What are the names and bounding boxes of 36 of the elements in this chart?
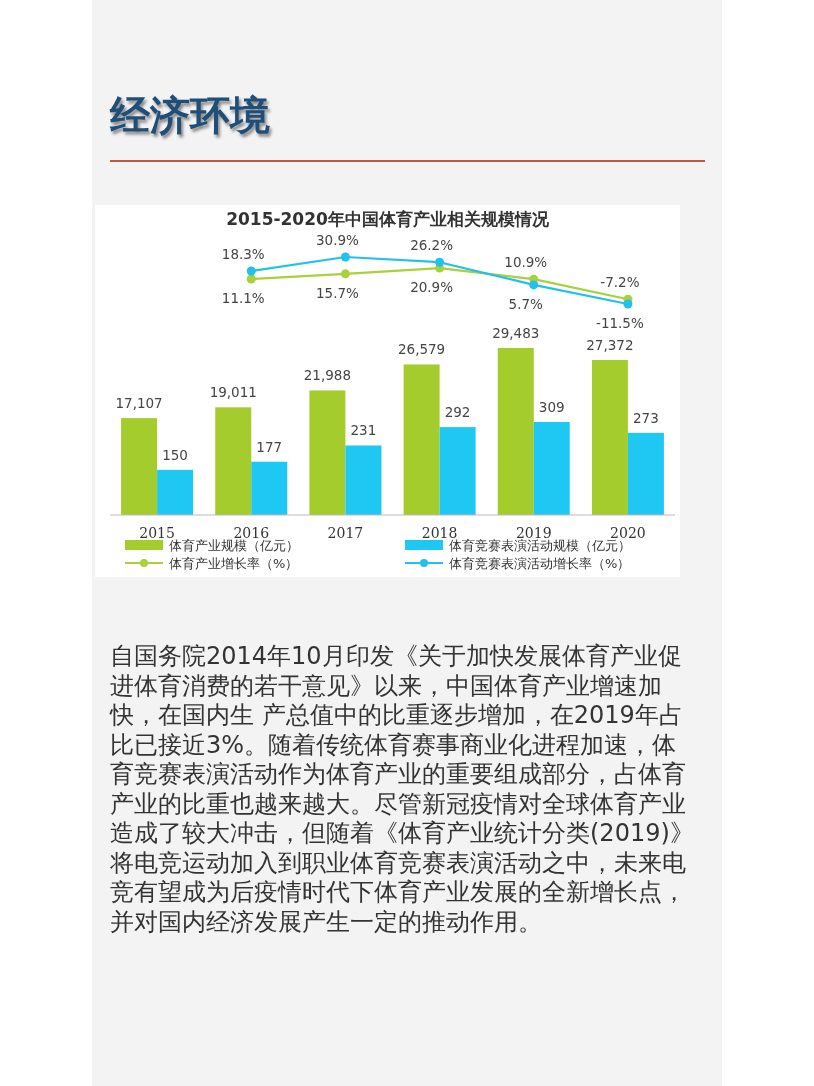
data-label: 150 [162, 446, 188, 463]
data-label: 18.3% [221, 245, 265, 262]
data-label: 15.7% [315, 284, 360, 301]
data-label: 26.2% [410, 237, 454, 254]
data-label: 20.9% [410, 279, 454, 296]
x-tick-label: 2016 [233, 525, 270, 541]
data-label: 273 [633, 409, 659, 426]
data-label: 11.1% [221, 289, 265, 306]
data-label: 29,483 [492, 325, 540, 341]
x-tick-label: 2017 [327, 525, 364, 541]
x-tick-label: 2020 [610, 525, 646, 541]
x-tick-label: 2019 [515, 525, 552, 541]
data-label: 17,107 [115, 395, 163, 412]
x-tick-label: 2018 [421, 525, 458, 541]
data-label: 309 [538, 399, 565, 415]
legend: 体育产业规模（亿元） 体育竞赛表演活动规模（亿元） [125, 538, 631, 553]
data-label: 30.9% [315, 232, 360, 248]
data-label: 27,372 [586, 336, 634, 353]
text: 经济环境 [110, 91, 270, 140]
data-label: 19,011 [209, 384, 257, 401]
chart-title: 2015-2020年中国体育产业相关规模情况 [226, 209, 550, 229]
legend-label: 体育产业规模（亿元） [169, 538, 299, 553]
data-label: 10.9% [504, 254, 548, 271]
data-label: 231 [350, 422, 377, 439]
data-label: 177 [256, 438, 283, 455]
legend-label: 体育竞赛表演活动增长率（%） [449, 556, 631, 571]
data-label: -11.5% [596, 315, 644, 331]
data-label: 5.7% [508, 295, 544, 312]
x-tick-label: 2015 [139, 525, 175, 541]
legend-label: 体育产业增长率（%） [169, 556, 299, 571]
legend-label: 体育竞赛表演活动规模（亿元） [449, 538, 631, 553]
data-label: -7.2% [600, 274, 640, 291]
text: 自国务院2014年10月印发《关于加快发展体育产业促进体育消费的若干意见》以来，中国体育产业增速加快，在国内生 产总值中的比重逐步增加，在2019年占比已接近3%。随着传统体育赛事商业化进程加速，体育竞赛表演活动作为体育产业的重要组成部分，占体育产业的比重也越来越大。尽管新冠疫情对全球体育产业造成了较大冲击，但随着《体育产业统计分类(2019)》将电竞运动加入到职业体育竞赛表演活动之中，未来电竞有望成为后疫情时代下体育产业发展的全新增长点，并对国内经济发展产生一定的推动作用。 [110, 642, 694, 936]
data-label: 26,579 [397, 341, 446, 358]
data-label: 21,988 [303, 367, 352, 384]
data-label: 292 [444, 404, 471, 421]
